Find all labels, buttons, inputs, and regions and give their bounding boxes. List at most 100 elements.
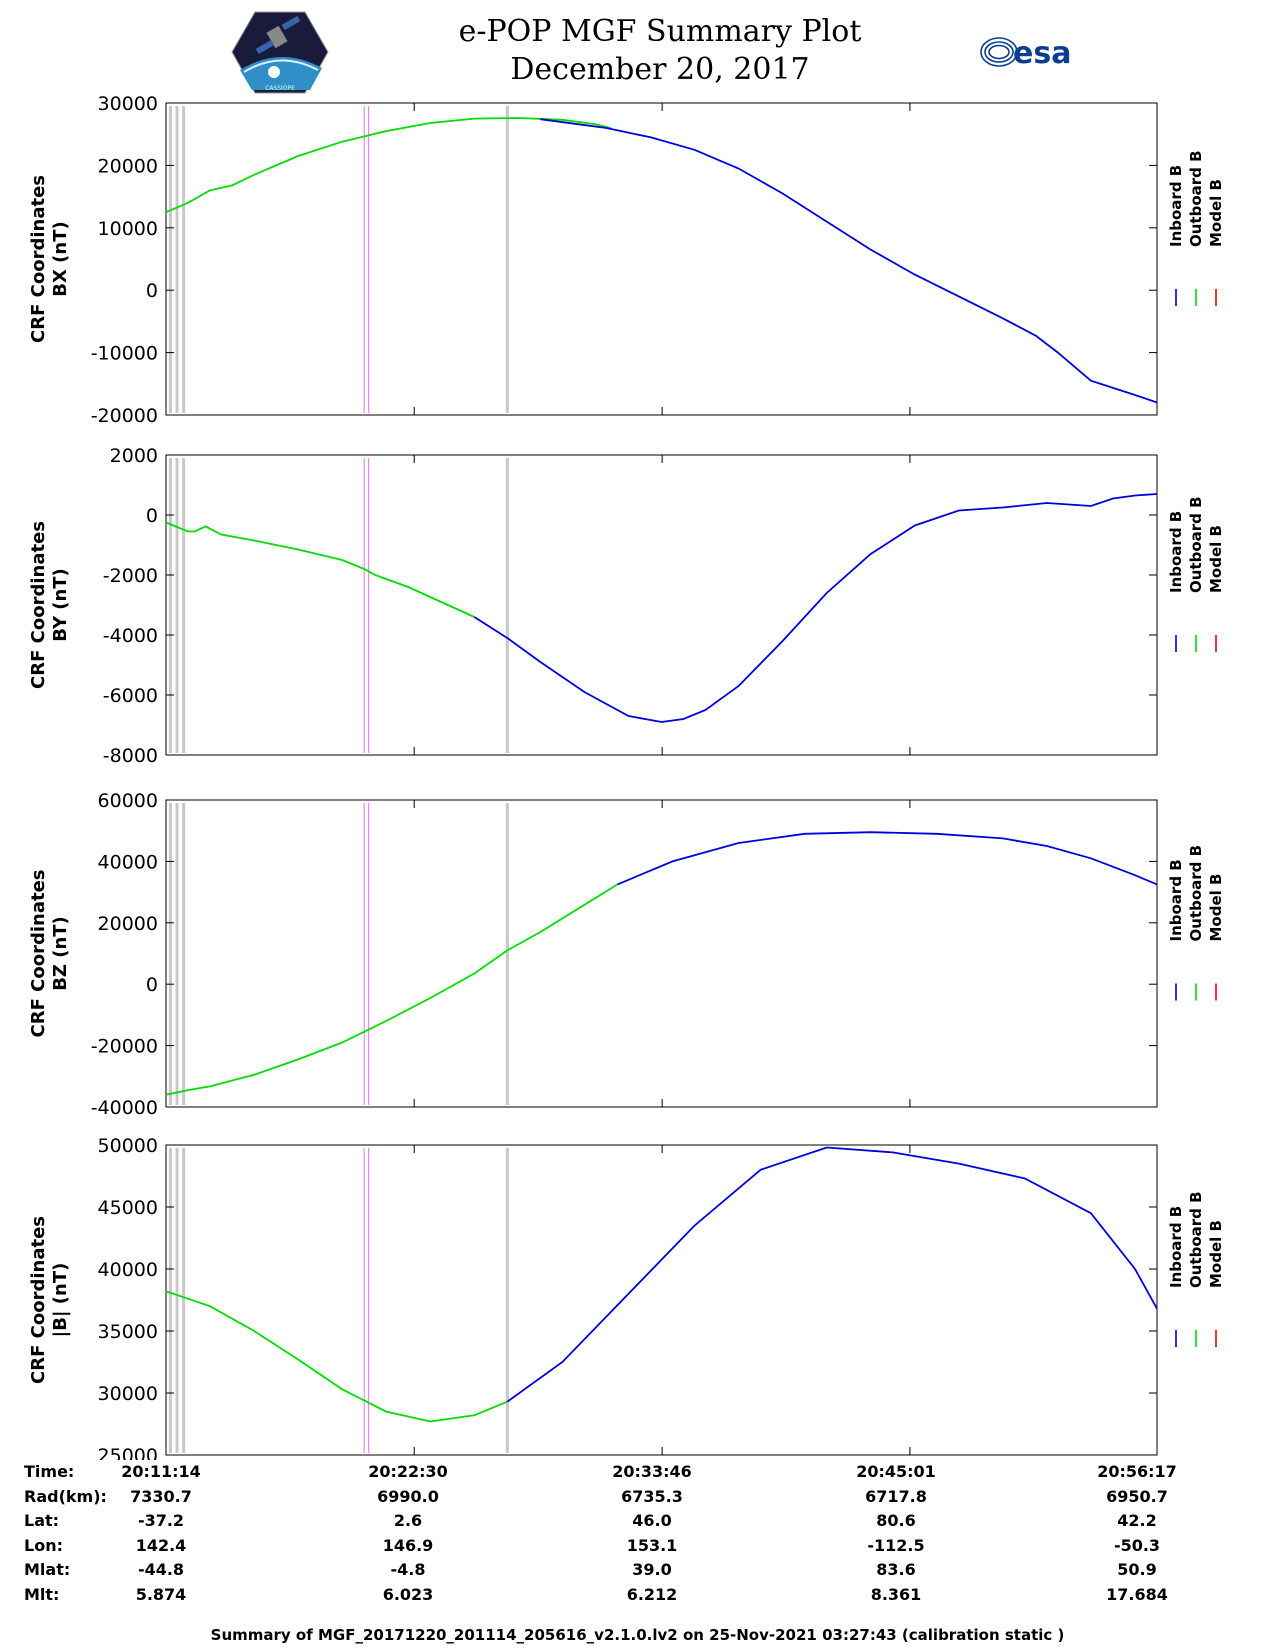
- y-axis-label: CRF Coordinates: [28, 175, 49, 343]
- series-line-outboard-b: [165, 883, 618, 1096]
- ephemeris-value: -44.8: [137, 1560, 185, 1580]
- y-tick-label: 25000: [98, 1445, 158, 1460]
- footer-caption: Summary of MGF_20171220_201114_205616_v2…: [210, 1626, 1065, 1644]
- ephemeris-value: 20:22:30: [368, 1462, 448, 1481]
- plot-frame: [165, 1144, 1158, 1456]
- legend-label: Model B: [1207, 874, 1225, 942]
- page-title: e-POP MGF Summary Plot: [458, 14, 862, 49]
- y-tick-label: 30000: [98, 93, 158, 115]
- y-tick-label: 10000: [98, 218, 158, 240]
- y-axis-label: CRF Coordinates: [28, 870, 49, 1038]
- ephemeris-row: Mlt: 5.874 6.023 6.212 8.361 17.684: [0, 1585, 1275, 1609]
- ephemeris-value: 17.684: [1106, 1585, 1168, 1604]
- mission-logo-text: CASSIOPE: [265, 85, 295, 92]
- ephemeris-value: -50.3: [1113, 1535, 1161, 1555]
- series-line-inboard-b: [473, 493, 1158, 723]
- agency-logo-text: esa: [1013, 36, 1071, 71]
- ephemeris-value: -112.5: [867, 1535, 925, 1555]
- series-line-inboard-b: [617, 831, 1158, 886]
- ephemeris-value: 146.9: [382, 1535, 434, 1555]
- series-line-inboard-b: [540, 118, 1158, 404]
- legend-label: Outboard B: [1187, 1191, 1205, 1288]
- y-axis-unit-label: BZ (nT): [50, 916, 71, 991]
- y-axis-unit-label: BY (nT): [50, 568, 71, 642]
- ephemeris-value: 20:56:17: [1097, 1462, 1177, 1481]
- y-tick-label: 20000: [98, 913, 158, 935]
- series-line-outboard-b: [165, 117, 612, 214]
- plot-panel-3: 60000 40000 20000 0 -20000 -40000 CRF Coordina…: [28, 790, 1225, 1119]
- legend-label: Inboard B: [1167, 1206, 1185, 1288]
- y-tick-label: 50000: [98, 1135, 158, 1157]
- legend-label: Model B: [1207, 179, 1225, 247]
- y-tick-label: 40000: [98, 1259, 158, 1281]
- y-tick-label: -20000: [91, 405, 158, 427]
- plot-panel-1: 30000 20000 10000 0 -10000 -20000 CRF Coordina…: [28, 93, 1225, 427]
- ephemeris-row-label: Lat:: [24, 1511, 60, 1531]
- y-tick-label: 0: [146, 505, 158, 527]
- legend-label: Outboard B: [1187, 845, 1205, 942]
- series-line-inboard-b: [506, 1146, 1158, 1403]
- ephemeris-row-label: Mlt:: [24, 1585, 60, 1604]
- ephemeris-value: 39.0: [632, 1560, 672, 1580]
- y-tick-label: 40000: [98, 851, 158, 873]
- ephemeris-row-label: Time:: [24, 1462, 75, 1481]
- y-tick-label: 0: [146, 974, 158, 996]
- legend-label: Inboard B: [1167, 511, 1185, 593]
- y-tick-label: -2000: [103, 565, 158, 587]
- ephemeris-value: 153.1: [626, 1535, 678, 1555]
- ephemeris-row: Lat: -37.2 2.6 46.0 80.6 42.2: [0, 1511, 1275, 1535]
- y-axis-label: CRF Coordinates: [28, 1216, 49, 1384]
- legend-label: Outboard B: [1187, 150, 1205, 247]
- plot-frame: [165, 799, 1158, 1108]
- y-axis-unit-label: |B| (nT): [50, 1263, 71, 1338]
- ephemeris-row: Time: 20:11:14 20:22:30 20:33:46 20:45:01 20:…: [0, 1462, 1275, 1486]
- ephemeris-value: 6735.3: [621, 1486, 683, 1506]
- ephemeris-value: 142.4: [135, 1535, 187, 1555]
- legend-label: Inboard B: [1167, 859, 1185, 941]
- y-tick-label: 0: [146, 280, 158, 302]
- ephemeris-row-label: Mlat:: [24, 1560, 71, 1580]
- ephemeris-value: 6717.8: [865, 1486, 927, 1506]
- ephemeris-value: 6.212: [626, 1585, 678, 1604]
- y-tick-label: -4000: [103, 625, 158, 647]
- ephemeris-value: 20:11:14: [121, 1462, 201, 1481]
- mission-logo: CASSIOPE: [230, 10, 330, 95]
- ephemeris-value: 8.361: [870, 1585, 922, 1604]
- page-subtitle-date: December 20, 2017: [510, 52, 810, 87]
- plot-panel-2: 2000 0 -2000 -4000 -6000 -8000 CRF Coordinates…: [28, 445, 1225, 767]
- ephemeris-value: 46.0: [632, 1511, 672, 1531]
- plot-frame: [165, 102, 1158, 416]
- series-line-outboard-b: [165, 1290, 508, 1423]
- ephemeris-value: 80.6: [876, 1511, 916, 1531]
- legend-label: Inboard B: [1167, 165, 1185, 247]
- ephemeris-row: Mlat: -44.8 -4.8 39.0 83.6 50.9: [0, 1560, 1275, 1584]
- plot-frame: [165, 454, 1158, 756]
- ephemeris-value: 83.6: [876, 1560, 916, 1580]
- ephemeris-row: Lon: 142.4 146.9 153.1 -112.5 -50.3: [0, 1536, 1275, 1560]
- y-tick-label: -40000: [91, 1097, 158, 1119]
- legend-label: Model B: [1207, 1220, 1225, 1288]
- y-tick-label: -20000: [91, 1036, 158, 1058]
- ephemeris-value: 20:33:46: [612, 1462, 692, 1481]
- y-tick-label: -8000: [103, 745, 158, 767]
- ephemeris-value: 7330.7: [130, 1486, 192, 1506]
- ephemeris-value: 20:45:01: [856, 1462, 936, 1481]
- ephemeris-value: -4.8: [390, 1560, 426, 1580]
- ephemeris-value: 42.2: [1117, 1511, 1157, 1531]
- header: CASSIOPE e-POP MGF Summary Plot December…: [0, 0, 1275, 100]
- y-tick-label: -6000: [103, 685, 158, 707]
- y-tick-label: 45000: [98, 1197, 158, 1219]
- y-axis-unit-label: BX (nT): [50, 221, 71, 296]
- ephemeris-row-label: Lon:: [24, 1535, 63, 1555]
- y-tick-label: 30000: [98, 1383, 158, 1405]
- ephemeris-value: 6.023: [382, 1585, 434, 1604]
- ephemeris-value: 2.6: [393, 1511, 423, 1531]
- y-tick-label: 20000: [98, 155, 158, 177]
- y-tick-label: -10000: [91, 343, 158, 365]
- ephemeris-value: 50.9: [1117, 1560, 1157, 1580]
- y-tick-label: 35000: [98, 1321, 158, 1343]
- agency-logo: esa: [975, 30, 1095, 75]
- y-tick-label: 60000: [98, 790, 158, 812]
- ephemeris-row-label: Rad(km):: [24, 1486, 107, 1506]
